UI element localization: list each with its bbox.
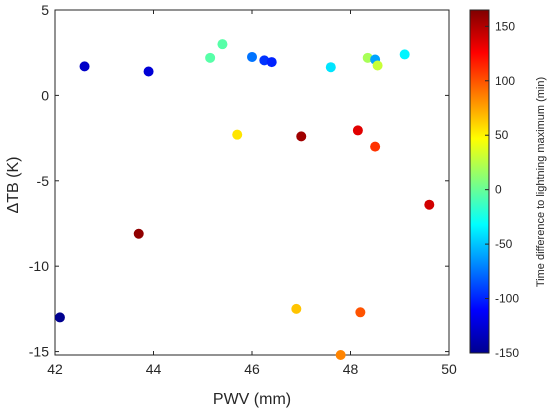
colorbar-tick-label: 100 [495, 74, 515, 88]
data-point [372, 60, 383, 71]
data-point [79, 61, 90, 72]
x-tick-label: 48 [343, 361, 359, 377]
colorbar-label: Time difference to lightning maximum (mi… [535, 77, 547, 287]
data-point [399, 49, 410, 60]
data-point [291, 303, 302, 314]
colorbar: 150 100 50 0 -50 -100 -150 Time difference to … [469, 9, 547, 360]
y-axis: 5 0 -5 -10 -15 [29, 2, 449, 360]
data-point [54, 312, 65, 323]
x-axis-label: PWV (mm) [213, 391, 291, 408]
data-point [355, 307, 366, 318]
data-point [424, 199, 435, 210]
colorbar-tick-label: -100 [495, 292, 519, 306]
data-point [143, 66, 154, 77]
colorbar-gradient [469, 9, 490, 354]
plot-area: 42 44 46 48 50 50-5-10-15 [29, 2, 457, 377]
data-point [335, 350, 346, 360]
x-axis: 42 44 46 48 50 [47, 10, 457, 377]
y-tick-label: -15 [29, 344, 49, 360]
data-point [370, 141, 381, 152]
data-point [325, 62, 336, 73]
colorbar-tick-label: 50 [495, 128, 509, 142]
colorbar-ticks: 150 100 50 0 -50 -100 -150 [485, 19, 519, 360]
data-point [247, 51, 257, 62]
x-tick-label: 50 [441, 361, 457, 377]
y-tick-label: 5 [41, 2, 49, 18]
data-point [205, 52, 216, 63]
x-tick-label: 44 [146, 361, 162, 377]
data-point [266, 57, 277, 68]
plot-frame [54, 9, 450, 356]
data-point [296, 131, 307, 142]
y-tick-label: -10 [29, 258, 49, 274]
colorbar-tick-label: -50 [495, 237, 513, 251]
data-point [232, 129, 243, 140]
colorbar-tick-label: -150 [495, 346, 519, 360]
data-point [133, 228, 144, 239]
x-tick-label: 42 [47, 361, 63, 377]
y-axis-label: ΔTB (K) [5, 157, 22, 214]
data-point [352, 125, 363, 136]
colorbar-tick-label: 150 [495, 19, 515, 33]
y-tick-label: 0 [41, 87, 49, 103]
colorbar-tick-label: 0 [495, 183, 502, 197]
data-points [54, 39, 435, 360]
data-point [217, 39, 228, 50]
x-tick-label: 46 [244, 361, 260, 377]
y-tick-label: -5 [37, 173, 50, 189]
